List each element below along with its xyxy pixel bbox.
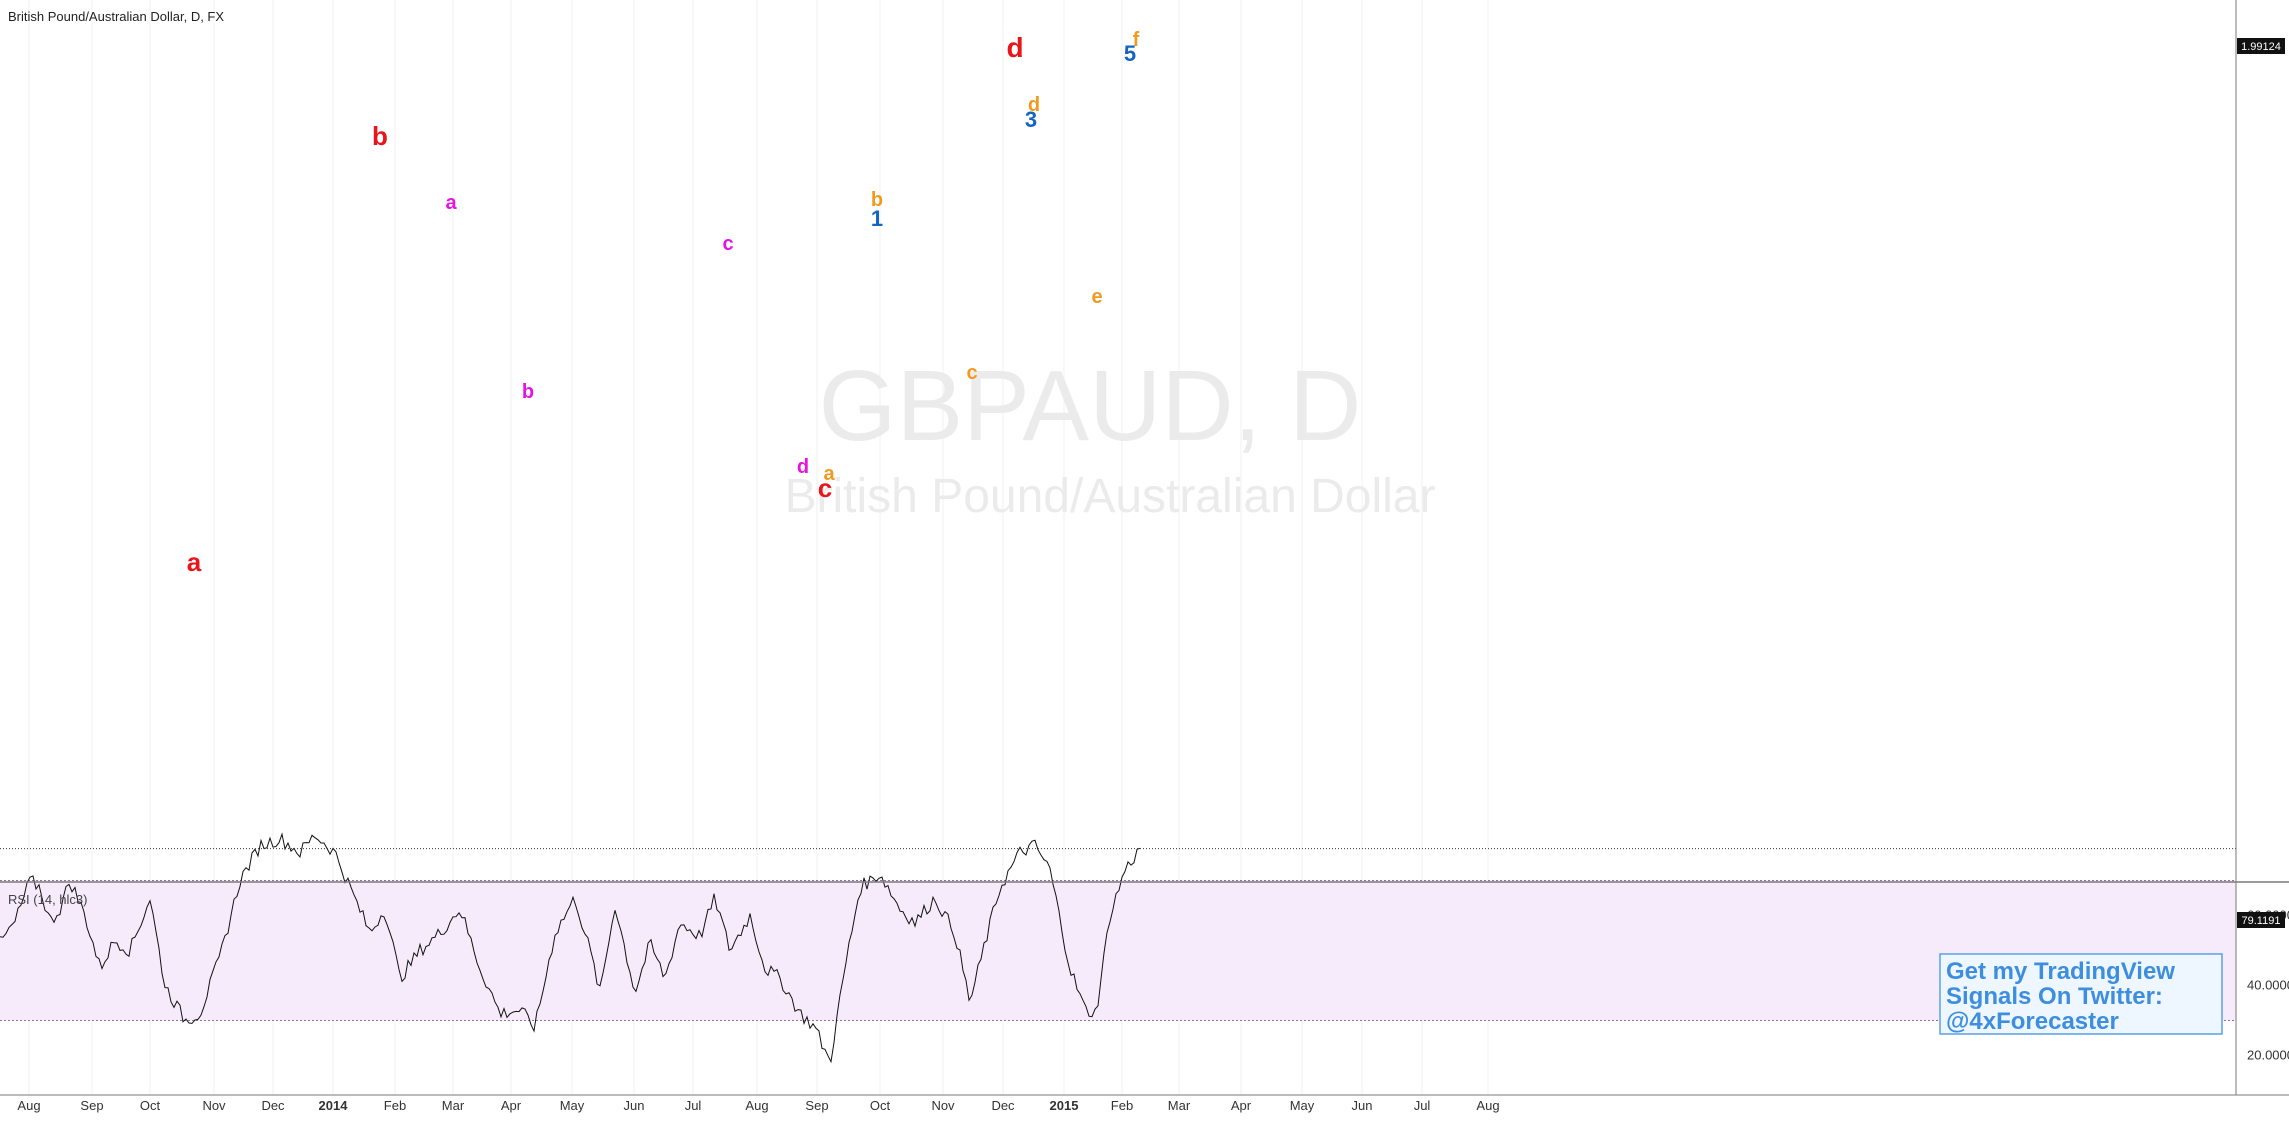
- magenta-abcd-label-a: a: [445, 192, 457, 214]
- x-tick-label: Mar: [1168, 1098, 1191, 1113]
- red-abcd-label-b: b: [372, 121, 388, 151]
- orange-impulse-label-a: a: [823, 463, 835, 485]
- banner-line-1: Get my TradingView: [1946, 958, 2175, 985]
- x-tick-label: Aug: [17, 1098, 40, 1113]
- orange-impulse-label-c: c: [966, 362, 977, 384]
- orange-impulse-label-b: b: [871, 189, 883, 211]
- last-rsi-badge: [2237, 912, 2285, 928]
- banner-line-2: Signals On Twitter:: [1946, 983, 2163, 1010]
- wave-count-label-5: 5: [1124, 41, 1136, 66]
- red-abcd-label-d: d: [1006, 32, 1023, 63]
- rsi-band: [0, 880, 2236, 1021]
- x-tick-label: May: [1290, 1098, 1315, 1113]
- x-tick-label: Sep: [80, 1098, 103, 1113]
- x-tick-label: Dec: [991, 1098, 1015, 1113]
- orange-impulse-label-d: d: [1028, 94, 1040, 116]
- drawing-tools: [0, 848, 2236, 850]
- x-tick-label: Jun: [1352, 1098, 1373, 1113]
- x-tick-label: Oct: [140, 1098, 161, 1113]
- x-tick-label: Sep: [805, 1098, 828, 1113]
- orange-impulse-label-f: f: [1133, 29, 1140, 51]
- x-tick-label: Dec: [261, 1098, 285, 1113]
- wave-count-label-3: 3: [1025, 107, 1037, 132]
- watermark: GBPAUD, D British Pound/Australian Dolla…: [785, 350, 1436, 523]
- rsi-title: RSI (14, hlc3): [8, 892, 87, 907]
- orange-impulse-label-e: e: [1091, 286, 1102, 308]
- last-price-badge: [2237, 38, 2285, 54]
- red-abcd-label-a: a: [187, 547, 202, 577]
- x-tick-label: Jun: [624, 1098, 645, 1113]
- x-tick-label: Jul: [685, 1098, 702, 1113]
- x-tick-label: Aug: [745, 1098, 768, 1113]
- wave-count-label-1: 1: [871, 206, 883, 231]
- x-tick-label: 2014: [319, 1098, 349, 1113]
- x-tick-label: May: [560, 1098, 585, 1113]
- rsi-tick-label: 20.0000: [2247, 1048, 2289, 1063]
- x-tick-label: Nov: [202, 1098, 226, 1113]
- last-rsi-tag: 79.1191: [2237, 912, 2285, 928]
- red-abcd-label-c: c: [818, 473, 832, 503]
- rsi-tick-label: 40.0000: [2247, 978, 2289, 993]
- x-tick-label: Nov: [931, 1098, 955, 1113]
- banner-box: [1939, 953, 2223, 1035]
- twitter-banner[interactable]: Get my TradingView Signals On Twitter: @…: [1939, 953, 2223, 1035]
- rsi-line-path: [0, 832, 1141, 1064]
- x-tick-label: Apr: [501, 1098, 522, 1113]
- x-tick-label: Apr: [1231, 1098, 1252, 1113]
- last-price-tag: 1.99124: [2237, 38, 2285, 54]
- x-tick-label: Feb: [1111, 1098, 1133, 1113]
- x-tick-label: Feb: [384, 1098, 406, 1113]
- magenta-abcd-label-d: d: [797, 456, 809, 478]
- rsi-line: [0, 832, 1141, 1064]
- last-price-value: 1.99124: [2241, 41, 2281, 53]
- banner-line-3: @4xForecaster: [1946, 1008, 2119, 1035]
- x-tick-label: Aug: [1476, 1098, 1499, 1113]
- magenta-abcd-label-b: b: [522, 381, 534, 403]
- watermark-symbol: GBPAUD, D: [819, 350, 1362, 462]
- chart-title: British Pound/Australian Dollar, D, FX: [8, 9, 224, 24]
- watermark-name: British Pound/Australian Dollar: [785, 470, 1436, 523]
- magenta-abcd-label-c: c: [722, 233, 733, 255]
- rsi-band-fill: [0, 880, 2236, 1021]
- x-tick-label: Oct: [870, 1098, 891, 1113]
- x-tick-label: Mar: [442, 1098, 465, 1113]
- x-tick-label: Jul: [1414, 1098, 1431, 1113]
- last-rsi-value: 79.1191: [2242, 915, 2281, 927]
- x-tick-label: 2015: [1050, 1098, 1079, 1113]
